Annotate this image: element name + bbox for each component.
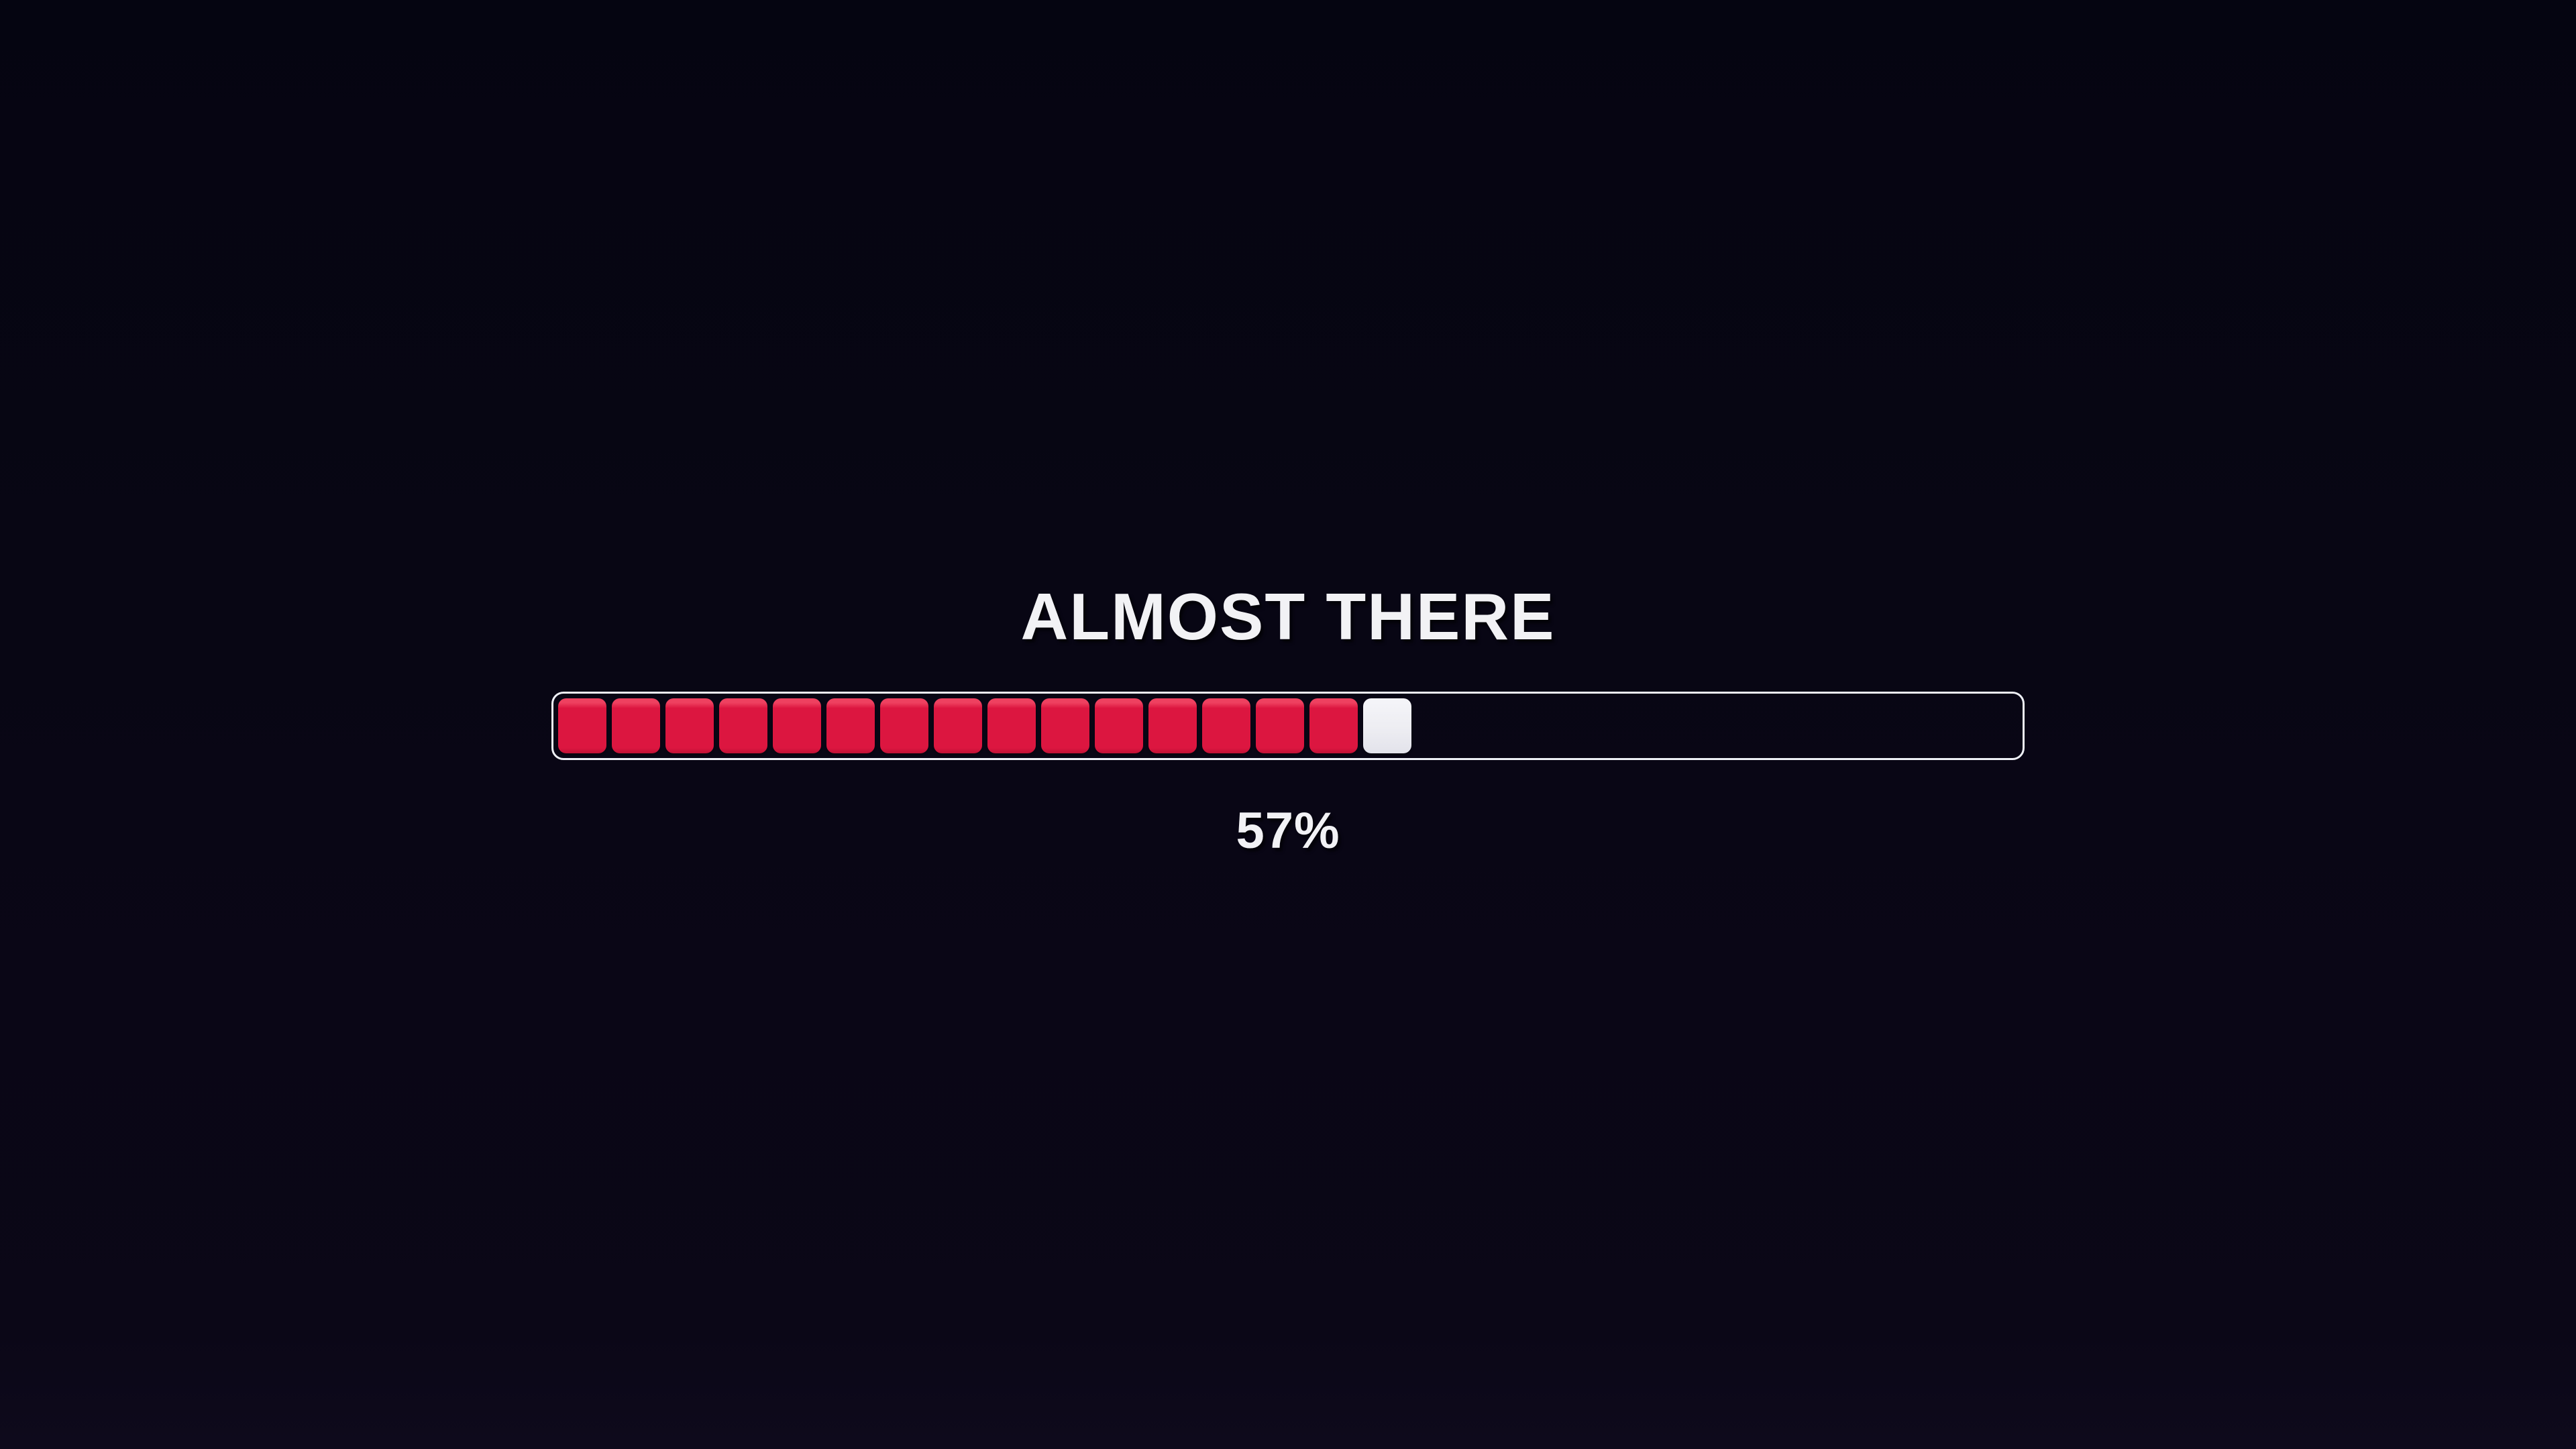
progress-cell-filled — [773, 698, 821, 753]
progress-cell-filled — [612, 698, 660, 753]
progress-cell-filled — [558, 698, 606, 753]
progress-cell-filled — [665, 698, 714, 753]
progress-percent: 57% — [1236, 802, 1340, 859]
progress-cell-filled — [1095, 698, 1143, 753]
progress-cells — [558, 698, 1411, 753]
progress-cell-filled — [1041, 698, 1089, 753]
progress-cell-filled — [826, 698, 875, 753]
progress-cell-cursor — [1363, 698, 1411, 753]
loading-screen: ALMOST THERE 57% — [551, 580, 2025, 857]
progress-cell-filled — [1148, 698, 1197, 753]
progress-cell-filled — [987, 698, 1036, 753]
progress-cell-filled — [880, 698, 928, 753]
progress-cell-filled — [1256, 698, 1304, 753]
progress-cell-filled — [719, 698, 767, 753]
progress-cell-filled — [934, 698, 982, 753]
progress-cell-filled — [1309, 698, 1358, 753]
progress-bar — [551, 691, 2025, 760]
page-title: ALMOST THERE — [1020, 580, 1556, 654]
progress-cell-filled — [1202, 698, 1250, 753]
